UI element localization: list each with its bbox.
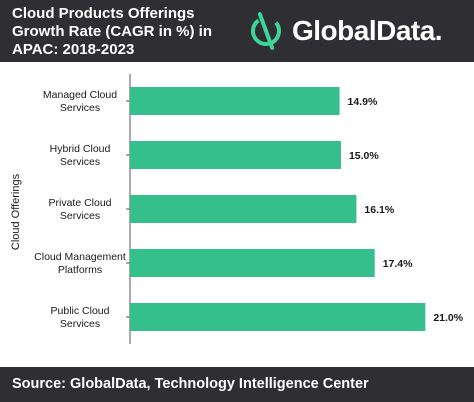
bar [130, 195, 357, 223]
value-label: 16.1% [364, 204, 394, 216]
category-label: Public Cloud Services [51, 305, 110, 330]
category-label: Cloud Management Platforms [34, 251, 126, 276]
globaldata-logo: GlobalData. [248, 10, 468, 52]
category-label-line: Private Cloud [48, 197, 111, 209]
category-label-line: Public Cloud [51, 305, 110, 317]
category-label-line: Hybrid Cloud [50, 143, 111, 155]
source-note: Source: GlobalData, Technology Intellige… [12, 376, 369, 392]
logo-text: GlobalData. [292, 15, 443, 46]
value-label: 14.9% [348, 96, 378, 108]
bar [130, 87, 340, 115]
bar [130, 141, 341, 169]
category-label-line: Platforms [58, 264, 102, 276]
bar [130, 303, 426, 331]
value-label: 17.4% [383, 258, 413, 270]
category-label: Hybrid Cloud Services [50, 143, 111, 168]
value-label: 21.0% [433, 312, 463, 324]
category-label-line: Managed Cloud [43, 89, 117, 101]
category-label: Private Cloud Services [48, 197, 111, 222]
header-bar: Cloud Products Offerings Growth Rate (CA… [0, 0, 474, 62]
category-label-line: Services [60, 318, 100, 330]
globaldata-logo-icon [251, 12, 281, 50]
category-label-line: Cloud Management [34, 251, 126, 263]
chart-title: Cloud Products Offerings Growth Rate (CA… [12, 5, 212, 58]
bar [130, 249, 375, 277]
category-label: Managed Cloud Services [43, 89, 117, 114]
chart-area: Cloud Offerings 14.9% Managed Cloud Servic… [0, 62, 474, 367]
value-label: 15.0% [349, 150, 379, 162]
footer-bar: Source: GlobalData, Technology Intellige… [0, 367, 474, 402]
category-label-line: Services [60, 102, 100, 114]
category-label-line: Services [60, 210, 100, 222]
category-label-line: Services [60, 156, 100, 168]
